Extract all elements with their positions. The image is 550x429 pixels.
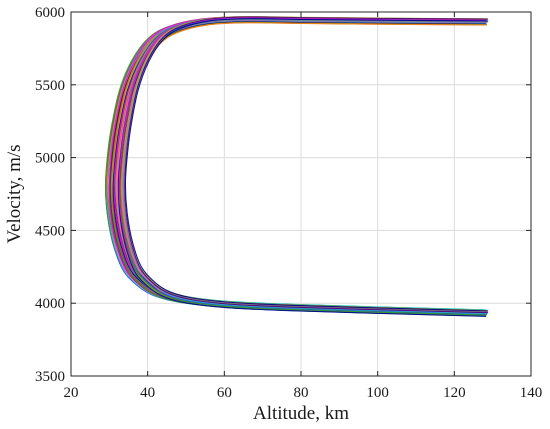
trajectory-line [124,16,488,314]
y-tick-label: 5500 [35,78,65,94]
y-axis-title: Velocity, m/s [4,144,25,243]
x-tick-label: 120 [443,385,466,401]
y-tick-label: 3500 [35,369,65,385]
x-tick-label: 140 [520,385,543,401]
trajectory-line [124,18,489,312]
trajectory-series-group [104,15,489,317]
x-tick-label: 40 [140,385,155,401]
y-tick-label: 6000 [35,5,65,21]
axis-ticks: 20 40 60 80 100 120 140 3500 4000 4500 5000 5500 600… [35,5,542,401]
x-tick-label: 80 [294,385,309,401]
y-tick-label: 4500 [35,223,65,239]
y-tick-label: 4000 [35,296,65,312]
x-axis-title: Altitude, km [253,403,349,424]
y-tick-label: 5000 [35,151,65,167]
x-tick-label: 60 [217,385,232,401]
trajectory-line [122,19,488,313]
x-tick-label: 20 [64,385,79,401]
x-tick-label: 100 [366,385,389,401]
